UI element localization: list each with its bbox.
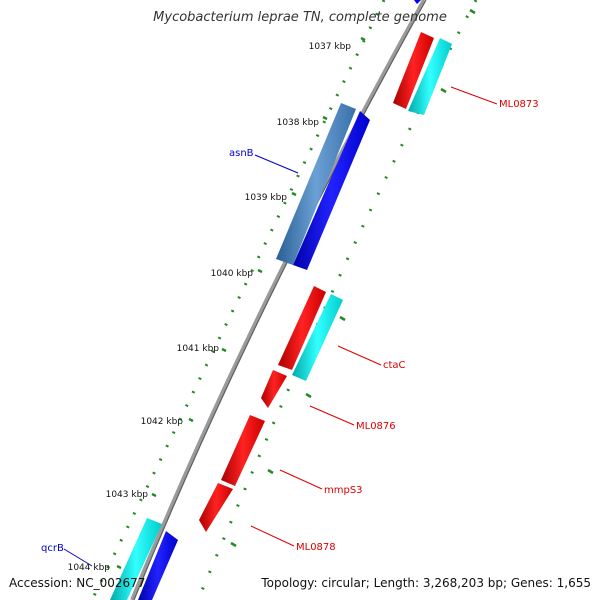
forward-cds-arrow-mmps3[interactable] — [221, 415, 265, 486]
kbp-major-tick — [322, 115, 328, 121]
right-major-ticks — [230, 8, 476, 548]
kbp-label: 1043 kbp — [106, 490, 149, 500]
leader-ml0878 — [250, 525, 295, 547]
gene-label-ml0873[interactable]: ML0873 — [499, 99, 539, 110]
label-leaders — [63, 86, 498, 567]
forward-cds-arrow-ctac[interactable] — [278, 286, 326, 370]
genome-backbone — [130, 0, 426, 600]
gene-label-ctac[interactable]: ctaC — [383, 360, 406, 371]
gene-label-qcrb[interactable]: qcrB — [41, 543, 64, 554]
reverse-cds-arrow-qcrb[interactable] — [138, 531, 178, 600]
forward-gene-arrow-ml0873[interactable] — [408, 38, 452, 115]
leader-qcrb — [63, 548, 93, 567]
kbp-label: 1038 kbp — [277, 118, 320, 128]
gene-label-ml0878[interactable]: ML0878 — [296, 542, 336, 553]
kbp-major-tick — [291, 191, 297, 197]
forward-cds-arrow-ml0878[interactable] — [199, 483, 233, 532]
kbp-label: 1044 kbp — [68, 563, 111, 573]
kbp-major-tick — [360, 36, 366, 42]
gene-features — [110, 0, 452, 600]
kbp-label: 1039 kbp — [245, 193, 288, 203]
kbp-major-tick — [257, 268, 263, 274]
reverse-gene-arrow-asnb[interactable] — [276, 103, 356, 265]
gene-label-ml0876[interactable]: ML0876 — [356, 421, 396, 432]
leader-mmps3 — [279, 469, 323, 490]
kbp-major-tick — [116, 564, 122, 570]
kbp-label: 1040 kbp — [211, 269, 254, 279]
leader-ctac — [337, 345, 382, 366]
kbp-major-tick — [151, 492, 157, 498]
forward-cds-arrow-ml0873[interactable] — [393, 32, 434, 109]
leader-asnb — [254, 154, 299, 174]
kbp-label: 1042 kbp — [141, 417, 184, 427]
leader-ml0876 — [309, 405, 355, 426]
kbp-major-tick — [221, 347, 227, 353]
genome-backbone-shade — [133, 0, 427, 600]
leader-ml0873 — [450, 86, 498, 105]
kbp-major-tick — [188, 417, 194, 423]
reverse-cds-arrow-asnb[interactable] — [293, 111, 370, 270]
genome-stats-text: Topology: circular; Length: 3,268,203 bp… — [261, 576, 591, 590]
gene-label-mmps3[interactable]: mmpS3 — [324, 485, 363, 496]
kbp-tick-track — [90, 0, 386, 600]
forward-gene-arrow-ctac[interactable] — [292, 294, 343, 381]
genome-title: Mycobacterium leprae TN, complete genome — [153, 10, 447, 25]
kbp-label: 1041 kbp — [177, 344, 220, 354]
accession-text: Accession: NC_002677 — [9, 576, 146, 590]
gene-label-asnb[interactable]: asnB — [229, 148, 254, 159]
kbp-label: 1037 kbp — [309, 42, 352, 52]
forward-cds-arrow-ml0876[interactable] — [261, 370, 287, 408]
reverse-cds-arrow — [414, 0, 421, 4]
forward-gene-arrow-qcrb[interactable] — [110, 518, 162, 600]
